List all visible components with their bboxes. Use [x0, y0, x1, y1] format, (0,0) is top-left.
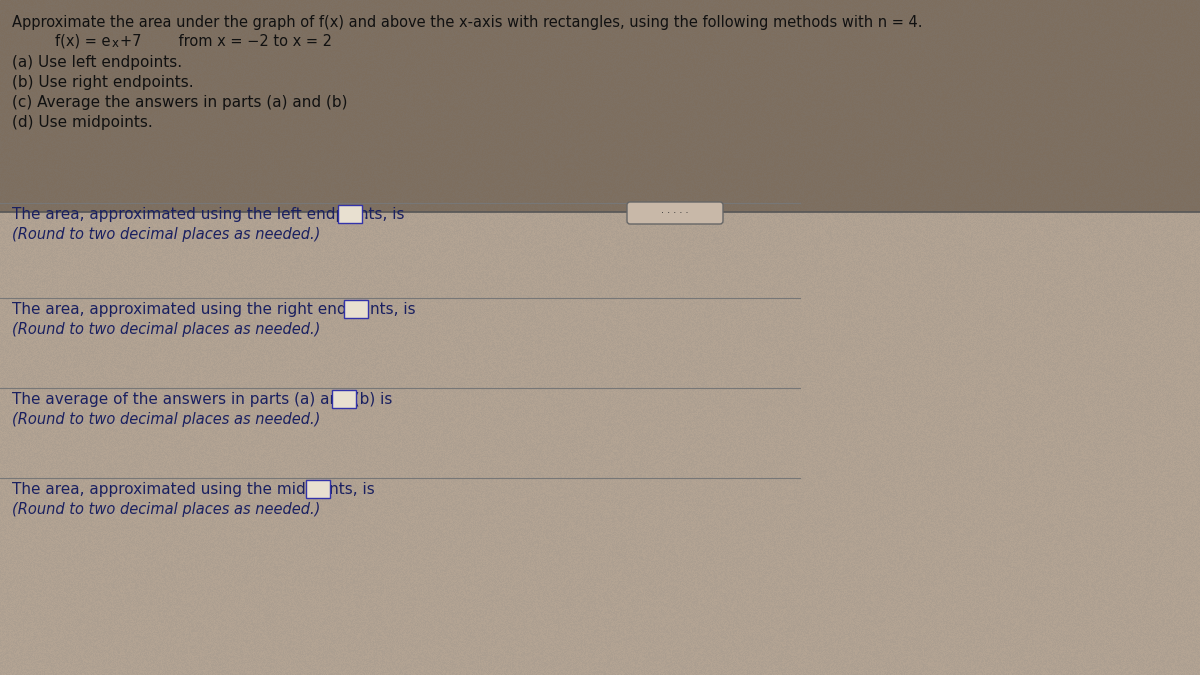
Text: The area, approximated using the right endpoints, is: The area, approximated using the right e…: [12, 302, 415, 317]
Text: The average of the answers in parts (a) and (b) is: The average of the answers in parts (a) …: [12, 392, 392, 407]
Text: The area, approximated using the midpoints, is: The area, approximated using the midpoin…: [12, 482, 374, 497]
Text: f(x) = e: f(x) = e: [55, 34, 110, 49]
Text: (d) Use midpoints.: (d) Use midpoints.: [12, 115, 152, 130]
Text: The area, approximated using the left endpoints, is: The area, approximated using the left en…: [12, 207, 404, 222]
Bar: [0, 212, 1200, 675]
Text: (Round to two decimal places as needed.): (Round to two decimal places as needed.): [12, 227, 320, 242]
Text: x: x: [112, 37, 119, 50]
Text: (a) Use left endpoints.: (a) Use left endpoints.: [12, 55, 182, 70]
Bar: [306, 480, 330, 498]
Text: (b) Use right endpoints.: (b) Use right endpoints.: [12, 75, 193, 90]
Bar: [338, 205, 362, 223]
Text: .: .: [364, 207, 368, 222]
Text: (Round to two decimal places as needed.): (Round to two decimal places as needed.): [12, 412, 320, 427]
Bar: [0, 0, 1200, 212]
Text: (c) Average the answers in parts (a) and (b): (c) Average the answers in parts (a) and…: [12, 95, 348, 110]
Bar: [344, 300, 368, 318]
FancyBboxPatch shape: [628, 202, 722, 224]
Text: · · · · ·: · · · · ·: [661, 208, 689, 218]
Text: Approximate the area under the graph of f(x) and above the x-axis with rectangle: Approximate the area under the graph of …: [12, 15, 923, 30]
Bar: [331, 390, 355, 408]
Text: +7        from x = −2 to x = 2: +7 from x = −2 to x = 2: [120, 34, 332, 49]
Text: (Round to two decimal places as needed.): (Round to two decimal places as needed.): [12, 322, 320, 337]
Text: (Round to two decimal places as needed.): (Round to two decimal places as needed.): [12, 502, 320, 517]
